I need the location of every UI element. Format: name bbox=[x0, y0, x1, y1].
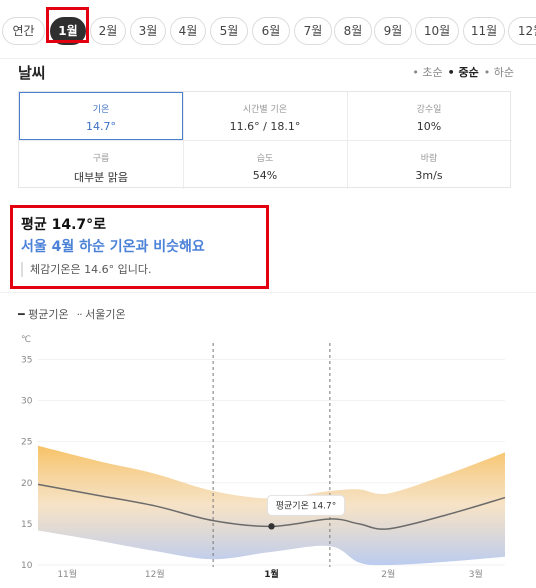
weather-stats-grid: 기온 14.7° 시간별 기온 11.6° / 18.1° 강수일 10% 구름… bbox=[18, 91, 512, 189]
stat-label: 기온 bbox=[92, 105, 110, 115]
period-option-late[interactable]: • 하순 bbox=[483, 66, 514, 79]
legend-average: ━ 평균기온 bbox=[18, 306, 69, 322]
stat-label: 강수일 bbox=[416, 105, 442, 115]
period-option-early[interactable]: • 초순 bbox=[412, 66, 443, 79]
stat-humidity[interactable]: 습도 54% bbox=[183, 141, 347, 189]
y-tick-label: 20 bbox=[21, 479, 33, 489]
y-tick-label: 30 bbox=[21, 397, 33, 407]
tab-annual[interactable]: 연간 bbox=[2, 17, 45, 45]
stat-value: 대부분 맑음 bbox=[73, 171, 129, 184]
tab-november[interactable]: 11월 bbox=[463, 17, 505, 45]
stat-value: 3m/s bbox=[415, 169, 443, 182]
divider bbox=[0, 58, 536, 59]
summary-title: 평균 14.7°로 bbox=[21, 217, 107, 233]
tab-may[interactable]: 5월 bbox=[210, 17, 248, 45]
tab-october[interactable]: 10월 bbox=[415, 17, 459, 45]
y-axis-unit: ℃ bbox=[21, 335, 31, 345]
month-tabs: 연간 1월 2월 3월 4월 5월 6월 7월 8월 9월 10월 11월 12… bbox=[0, 0, 536, 62]
solid-line-icon: ━ bbox=[18, 308, 25, 321]
x-tick-label: 3월 bbox=[469, 568, 483, 580]
period-option-early-label: 초순 bbox=[422, 66, 443, 79]
stat-clouds[interactable]: 구름 대부분 맑음 bbox=[19, 141, 183, 189]
stat-value: 54% bbox=[252, 169, 278, 182]
stat-wind[interactable]: 바람 3m/s bbox=[347, 141, 511, 189]
stat-value: 10% bbox=[416, 120, 442, 133]
weather-title: 날씨 bbox=[18, 64, 46, 82]
tab-december[interactable]: 12월 bbox=[508, 17, 536, 45]
x-tick-label: 1월 bbox=[264, 568, 279, 580]
y-tick-label: 35 bbox=[21, 355, 32, 365]
chart-legend: ━ 평균기온 ·· 서울기온 bbox=[18, 306, 126, 322]
tab-august[interactable]: 8월 bbox=[334, 17, 372, 45]
stat-hourly-temperature[interactable]: 시간별 기온 11.6° / 18.1° bbox=[183, 92, 347, 140]
stat-value: 14.7° bbox=[86, 120, 116, 133]
tab-march[interactable]: 3월 bbox=[130, 17, 166, 45]
stat-label: 시간별 기온 bbox=[242, 105, 288, 115]
legend-average-label: 평균기온 bbox=[28, 308, 69, 321]
period-option-mid[interactable]: • 중순 bbox=[447, 66, 479, 79]
x-tick-label: 12월 bbox=[145, 568, 165, 580]
x-tick-label: 2월 bbox=[381, 568, 395, 580]
tab-june[interactable]: 6월 bbox=[252, 17, 290, 45]
y-tick-label: 25 bbox=[21, 438, 32, 448]
marker-tooltip-label: 평균기온 14.7° bbox=[276, 500, 337, 511]
stat-label: 습도 bbox=[256, 154, 274, 164]
tab-september[interactable]: 9월 bbox=[374, 17, 412, 45]
chart-plot-area: ℃ 35 30 25 20 15 10 평균기온 14.7° 11월 12월 1월 2월 3월 bbox=[21, 335, 506, 580]
tab-july[interactable]: 7월 bbox=[294, 17, 332, 45]
legend-seoul-label: 서울기온 bbox=[85, 308, 126, 321]
temperature-summary: 평균 14.7°로 서울 4월 하순 기온과 비슷해요 체감기온은 14.6° … bbox=[10, 205, 269, 289]
dotted-line-icon: ·· bbox=[76, 308, 83, 321]
stat-label: 구름 bbox=[92, 154, 110, 164]
tab-highlight-box bbox=[46, 7, 89, 43]
average-temperature-line bbox=[37, 483, 506, 530]
marker-tooltip-box bbox=[267, 494, 345, 516]
stat-temperature[interactable]: 기온 14.7° bbox=[19, 92, 183, 140]
tab-april[interactable]: 4월 bbox=[170, 17, 206, 45]
grid-divider bbox=[19, 140, 512, 141]
stat-precipitation-days[interactable]: 강수일 10% bbox=[347, 92, 511, 140]
tab-february[interactable]: 2월 bbox=[90, 17, 126, 45]
stat-value: 11.6° / 18.1° bbox=[229, 120, 301, 133]
divider bbox=[0, 292, 536, 293]
stat-label: 바람 bbox=[420, 154, 438, 164]
legend-seoul: ·· 서울기온 bbox=[77, 306, 126, 322]
x-tick-label: 11월 bbox=[57, 568, 77, 580]
y-tick-label: 10 bbox=[21, 561, 33, 571]
feels-like-note: 체감기온은 14.6° 입니다. bbox=[21, 262, 151, 277]
average-marker-point bbox=[268, 523, 275, 530]
period-option-late-label: 하순 bbox=[493, 66, 514, 79]
y-tick-label: 15 bbox=[21, 520, 32, 530]
summary-comparison: 서울 4월 하순 기온과 비슷해요 bbox=[21, 239, 205, 255]
period-selector: • 초순 • 중순 • 하순 bbox=[412, 64, 514, 80]
period-option-mid-label: 중순 bbox=[458, 66, 479, 79]
